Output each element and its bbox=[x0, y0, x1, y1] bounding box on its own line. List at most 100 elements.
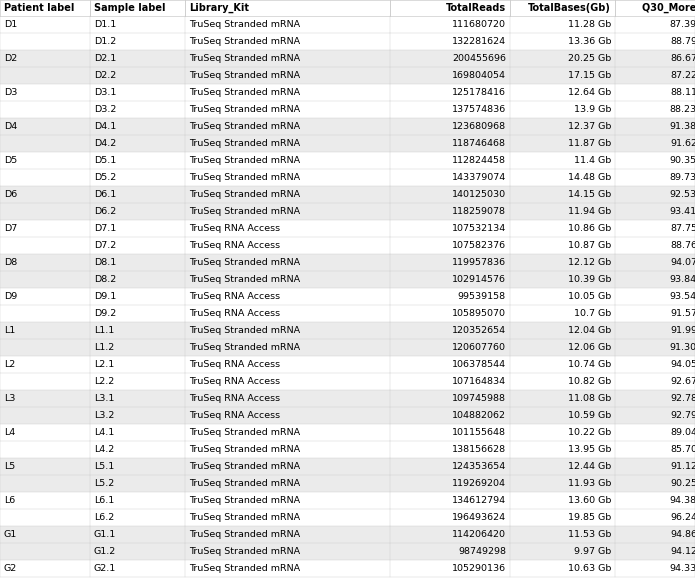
Text: TruSeq Stranded mRNA: TruSeq Stranded mRNA bbox=[189, 564, 300, 573]
Text: TruSeq Stranded mRNA: TruSeq Stranded mRNA bbox=[189, 547, 300, 556]
Text: G1.1: G1.1 bbox=[94, 530, 116, 539]
Text: 105895070: 105895070 bbox=[452, 309, 506, 318]
Text: 89.73%: 89.73% bbox=[670, 173, 695, 182]
Bar bbox=[0, 118, 695, 135]
Text: D5.2: D5.2 bbox=[94, 173, 116, 182]
Text: TruSeq Stranded mRNA: TruSeq Stranded mRNA bbox=[189, 105, 300, 114]
Bar bbox=[0, 220, 695, 237]
Text: 19.85 Gb: 19.85 Gb bbox=[568, 513, 611, 522]
Text: 14.48 Gb: 14.48 Gb bbox=[568, 173, 611, 182]
Text: 125178416: 125178416 bbox=[452, 88, 506, 97]
Text: 200455696: 200455696 bbox=[452, 54, 506, 63]
Bar bbox=[0, 16, 695, 33]
Bar bbox=[0, 288, 695, 305]
Text: Library_Kit: Library_Kit bbox=[189, 3, 249, 13]
Text: D1.2: D1.2 bbox=[94, 37, 116, 46]
Text: 120352654: 120352654 bbox=[452, 326, 506, 335]
Text: TruSeq Stranded mRNA: TruSeq Stranded mRNA bbox=[189, 275, 300, 284]
Text: G2: G2 bbox=[4, 564, 17, 573]
Text: 10.87 Gb: 10.87 Gb bbox=[568, 241, 611, 250]
Text: L1.2: L1.2 bbox=[94, 343, 114, 352]
Text: D6: D6 bbox=[4, 190, 17, 199]
Text: D3: D3 bbox=[4, 88, 17, 97]
Text: 20.25 Gb: 20.25 Gb bbox=[568, 54, 611, 63]
Text: D8.2: D8.2 bbox=[94, 275, 116, 284]
Text: D4.1: D4.1 bbox=[94, 122, 116, 131]
Text: 94.33%: 94.33% bbox=[670, 564, 695, 573]
Bar bbox=[0, 356, 695, 373]
Text: 11.4 Gb: 11.4 Gb bbox=[574, 156, 611, 165]
Bar bbox=[0, 186, 695, 203]
Text: L2.2: L2.2 bbox=[94, 377, 114, 386]
Text: 14.15 Gb: 14.15 Gb bbox=[568, 190, 611, 199]
Text: 94.12%: 94.12% bbox=[670, 547, 695, 556]
Text: 105290136: 105290136 bbox=[452, 564, 506, 573]
Text: 143379074: 143379074 bbox=[452, 173, 506, 182]
Text: TruSeq Stranded mRNA: TruSeq Stranded mRNA bbox=[189, 20, 300, 29]
Text: 10.63 Gb: 10.63 Gb bbox=[568, 564, 611, 573]
Text: 138156628: 138156628 bbox=[452, 445, 506, 454]
Text: 94.07%: 94.07% bbox=[670, 258, 695, 267]
Text: TruSeq Stranded mRNA: TruSeq Stranded mRNA bbox=[189, 37, 300, 46]
Bar bbox=[0, 475, 695, 492]
Text: 132281624: 132281624 bbox=[452, 37, 506, 46]
Text: L4.2: L4.2 bbox=[94, 445, 114, 454]
Text: 12.04 Gb: 12.04 Gb bbox=[568, 326, 611, 335]
Text: TruSeq Stranded mRNA: TruSeq Stranded mRNA bbox=[189, 428, 300, 437]
Text: TruSeq Stranded mRNA: TruSeq Stranded mRNA bbox=[189, 496, 300, 505]
Text: 118746468: 118746468 bbox=[452, 139, 506, 148]
Text: 94.38%: 94.38% bbox=[670, 496, 695, 505]
Text: 99539158: 99539158 bbox=[458, 292, 506, 301]
Text: 92.67%: 92.67% bbox=[670, 377, 695, 386]
Text: TruSeq Stranded mRNA: TruSeq Stranded mRNA bbox=[189, 139, 300, 148]
Text: 111680720: 111680720 bbox=[452, 20, 506, 29]
Text: 119957836: 119957836 bbox=[452, 258, 506, 267]
Text: 92.78%: 92.78% bbox=[670, 394, 695, 403]
Text: L3.1: L3.1 bbox=[94, 394, 115, 403]
Text: TruSeq Stranded mRNA: TruSeq Stranded mRNA bbox=[189, 54, 300, 63]
Text: TruSeq Stranded mRNA: TruSeq Stranded mRNA bbox=[189, 343, 300, 352]
Text: L4: L4 bbox=[4, 428, 15, 437]
Text: D3.1: D3.1 bbox=[94, 88, 116, 97]
Text: D7.1: D7.1 bbox=[94, 224, 116, 233]
Text: 91.12%: 91.12% bbox=[670, 462, 695, 471]
Bar bbox=[0, 84, 695, 101]
Text: D4.2: D4.2 bbox=[94, 139, 116, 148]
Bar bbox=[0, 373, 695, 390]
Text: D2: D2 bbox=[4, 54, 17, 63]
Bar bbox=[0, 407, 695, 424]
Text: 10.86 Gb: 10.86 Gb bbox=[568, 224, 611, 233]
Text: 91.62%: 91.62% bbox=[670, 139, 695, 148]
Text: TruSeq Stranded mRNA: TruSeq Stranded mRNA bbox=[189, 156, 300, 165]
Text: TruSeq RNA Access: TruSeq RNA Access bbox=[189, 411, 280, 420]
Text: L5.2: L5.2 bbox=[94, 479, 114, 488]
Text: 11.93 Gb: 11.93 Gb bbox=[568, 479, 611, 488]
Text: D1.1: D1.1 bbox=[94, 20, 116, 29]
Text: L1.1: L1.1 bbox=[94, 326, 114, 335]
Text: TruSeq Stranded mRNA: TruSeq Stranded mRNA bbox=[189, 190, 300, 199]
Text: TruSeq RNA Access: TruSeq RNA Access bbox=[189, 241, 280, 250]
Text: 86.67%: 86.67% bbox=[670, 54, 695, 63]
Text: TotalReads: TotalReads bbox=[446, 3, 506, 13]
Bar bbox=[0, 152, 695, 169]
Text: TruSeq Stranded mRNA: TruSeq Stranded mRNA bbox=[189, 513, 300, 522]
Text: 93.84%: 93.84% bbox=[670, 275, 695, 284]
Text: TruSeq Stranded mRNA: TruSeq Stranded mRNA bbox=[189, 258, 300, 267]
Text: 10.74 Gb: 10.74 Gb bbox=[568, 360, 611, 369]
Bar bbox=[0, 526, 695, 543]
Bar bbox=[0, 169, 695, 186]
Bar bbox=[0, 424, 695, 441]
Text: 91.30%: 91.30% bbox=[670, 343, 695, 352]
Text: TruSeq RNA Access: TruSeq RNA Access bbox=[189, 292, 280, 301]
Text: L2: L2 bbox=[4, 360, 15, 369]
Text: 196493624: 196493624 bbox=[452, 513, 506, 522]
Text: 123680968: 123680968 bbox=[452, 122, 506, 131]
Text: D1: D1 bbox=[4, 20, 17, 29]
Text: L4.1: L4.1 bbox=[94, 428, 114, 437]
Text: Q30_More E: Q30_More E bbox=[641, 3, 695, 13]
Bar bbox=[0, 560, 695, 577]
Text: 90.35%: 90.35% bbox=[670, 156, 695, 165]
Text: 13.60 Gb: 13.60 Gb bbox=[568, 496, 611, 505]
Text: 102914576: 102914576 bbox=[452, 275, 506, 284]
Text: 96.24%: 96.24% bbox=[670, 513, 695, 522]
